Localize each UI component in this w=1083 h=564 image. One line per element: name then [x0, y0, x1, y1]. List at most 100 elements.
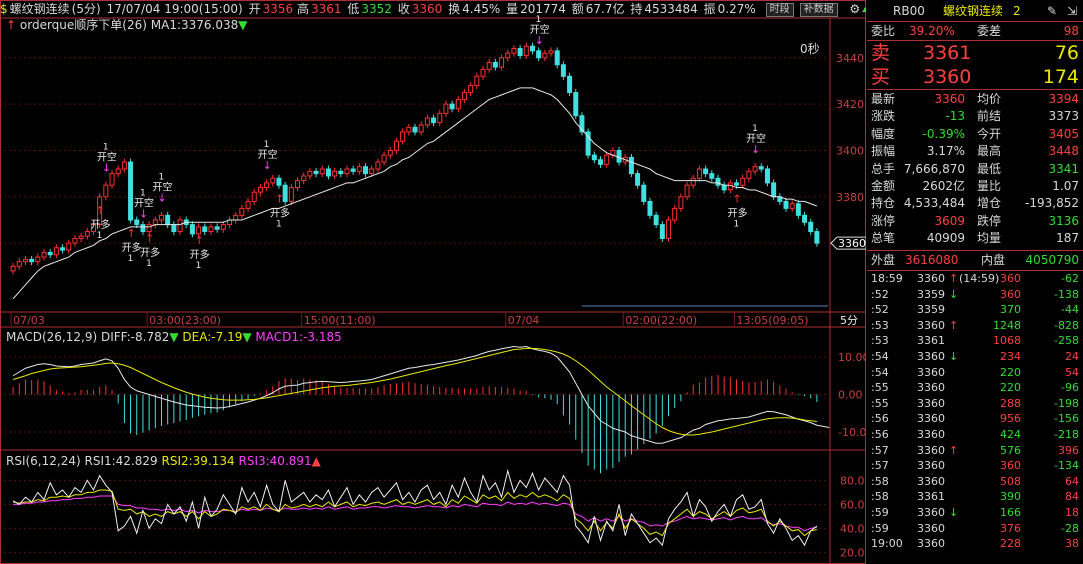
rsi-tick-label: 40.0 [840, 522, 865, 535]
tick-delta: 24 [1065, 350, 1079, 363]
expand-icon[interactable]: ⇲ [1067, 4, 1078, 18]
quote-label: 量比 [977, 179, 1002, 193]
sell-label: 卖 [871, 42, 891, 64]
rsi-tick-label: 20.0 [840, 546, 865, 559]
sell-price[interactable]: 3361 [923, 42, 972, 64]
candle [288, 187, 294, 202]
candle [165, 214, 171, 226]
candle [406, 126, 412, 133]
macd-tick-label: -10.00 [838, 426, 866, 439]
candle [431, 117, 437, 124]
settings-icon[interactable]: ⚙ [849, 2, 861, 16]
tick-volume: 390 [1000, 490, 1021, 504]
quote-label: 最低 [977, 161, 1002, 176]
rsi-up-icon: ▲ [311, 454, 321, 468]
price-tick-label: 3400 [836, 144, 864, 157]
candle [47, 251, 53, 256]
kline-chart-area[interactable]: 34403420340033803360↑开多11开空↓↑开多11开空↓↑开多1… [0, 0, 866, 564]
pen-icon[interactable]: ✎ [1047, 4, 1058, 18]
tick-delta: -62 [1061, 272, 1079, 285]
time-period-button[interactable]: 时段 [765, 2, 794, 17]
candle [363, 166, 369, 175]
tick-time: :54 [871, 365, 889, 379]
quote-value: -13 [945, 109, 965, 124]
flag-icon[interactable]: ▰ [862, 2, 866, 16]
rsi-tick-label: 60.0 [840, 498, 865, 511]
signal-label: 开多 [91, 218, 111, 231]
up-arrow-icon: ↑ [949, 272, 959, 285]
tick-delta: -138 [1054, 287, 1079, 301]
tick-delta: 84 [1065, 490, 1079, 504]
sell-arrow-icon: ↓ [535, 34, 544, 47]
tick-row: :52 3359 ↓ 360 -138 [867, 288, 1083, 302]
indicator-arrow-icon: ↑ [6, 18, 17, 32]
candle [511, 48, 517, 54]
buy-arrow-icon: ↑ [96, 204, 105, 217]
quote-label: 前结 [977, 109, 1002, 124]
candle [245, 200, 251, 209]
buy-price[interactable]: 3360 [923, 66, 972, 88]
candle [659, 224, 665, 240]
quote-label: 总手 [871, 161, 896, 176]
fill-data-button[interactable]: 补数据 [799, 2, 838, 17]
macd-legend: MACD(26,12,9) DIFF:-8.782▼ DEA:-7.19▼ MA… [6, 330, 342, 344]
tick-row: :55 3360 220 -96 [867, 381, 1083, 395]
rsi1-value: 42.829 [115, 454, 158, 468]
tick-time: :55 [871, 396, 889, 410]
candle [591, 154, 597, 161]
candle [764, 168, 770, 184]
signal-label: 开空 [134, 197, 154, 210]
tick-price: 3360 [917, 537, 945, 551]
quote-label: 振幅 [871, 144, 896, 159]
amount-value: 67.7亿 [585, 2, 625, 16]
candle [301, 175, 307, 182]
tick-delta: 54 [1065, 365, 1079, 379]
candle [171, 224, 177, 233]
tick-price: 3360 [917, 381, 945, 395]
signal-qty: 1 [128, 254, 134, 264]
signal-label: 开空 [746, 132, 766, 145]
tick-row: :53 3361 1068 -258 [867, 334, 1083, 348]
tick-delta: 396 [1058, 443, 1079, 457]
candle [740, 177, 746, 186]
tick-price: 3360 [917, 350, 945, 363]
time-label: 15:00(11:00) [304, 314, 376, 327]
quote-label: 最新 [871, 92, 896, 106]
macd-tick-label: 0.00 [838, 389, 863, 402]
candle [573, 92, 579, 117]
candle [146, 224, 152, 233]
candle [808, 221, 814, 233]
candle [78, 235, 84, 240]
tick-time: :59 [871, 506, 889, 519]
candle [690, 177, 696, 186]
last-price-label: 3360 [838, 237, 866, 250]
tick-row: :56 3360 956 -156 [867, 412, 1083, 426]
candle [72, 238, 78, 244]
candle [486, 61, 492, 70]
tick-time: :55 [871, 381, 889, 395]
buy-arrow-icon: ↑ [195, 234, 204, 247]
candle [233, 214, 239, 221]
candle [424, 117, 430, 126]
quote-label: 最高 [977, 144, 1002, 159]
quote-value: 187 [1056, 231, 1079, 246]
signal-label: 开多 [122, 241, 142, 254]
time-label: 13:05(09:05) [737, 314, 809, 327]
divider [867, 250, 1083, 251]
candle [474, 75, 480, 87]
candle [437, 112, 443, 124]
candle [134, 219, 140, 226]
candle [597, 159, 603, 165]
candle [703, 168, 709, 175]
open-value: 3356 [262, 2, 294, 16]
candle [802, 214, 808, 223]
signal-qty: 1 [146, 259, 152, 269]
countdown: 0秒 [800, 42, 820, 56]
tick-volume: 220 [1000, 365, 1021, 379]
diff-down-icon: ▼ [169, 330, 179, 344]
tick-delta: -218 [1054, 428, 1079, 441]
tick-time: :56 [871, 412, 889, 426]
candle [313, 170, 319, 175]
candle [264, 182, 270, 189]
macd-diff-value: -8.782 [130, 330, 170, 344]
